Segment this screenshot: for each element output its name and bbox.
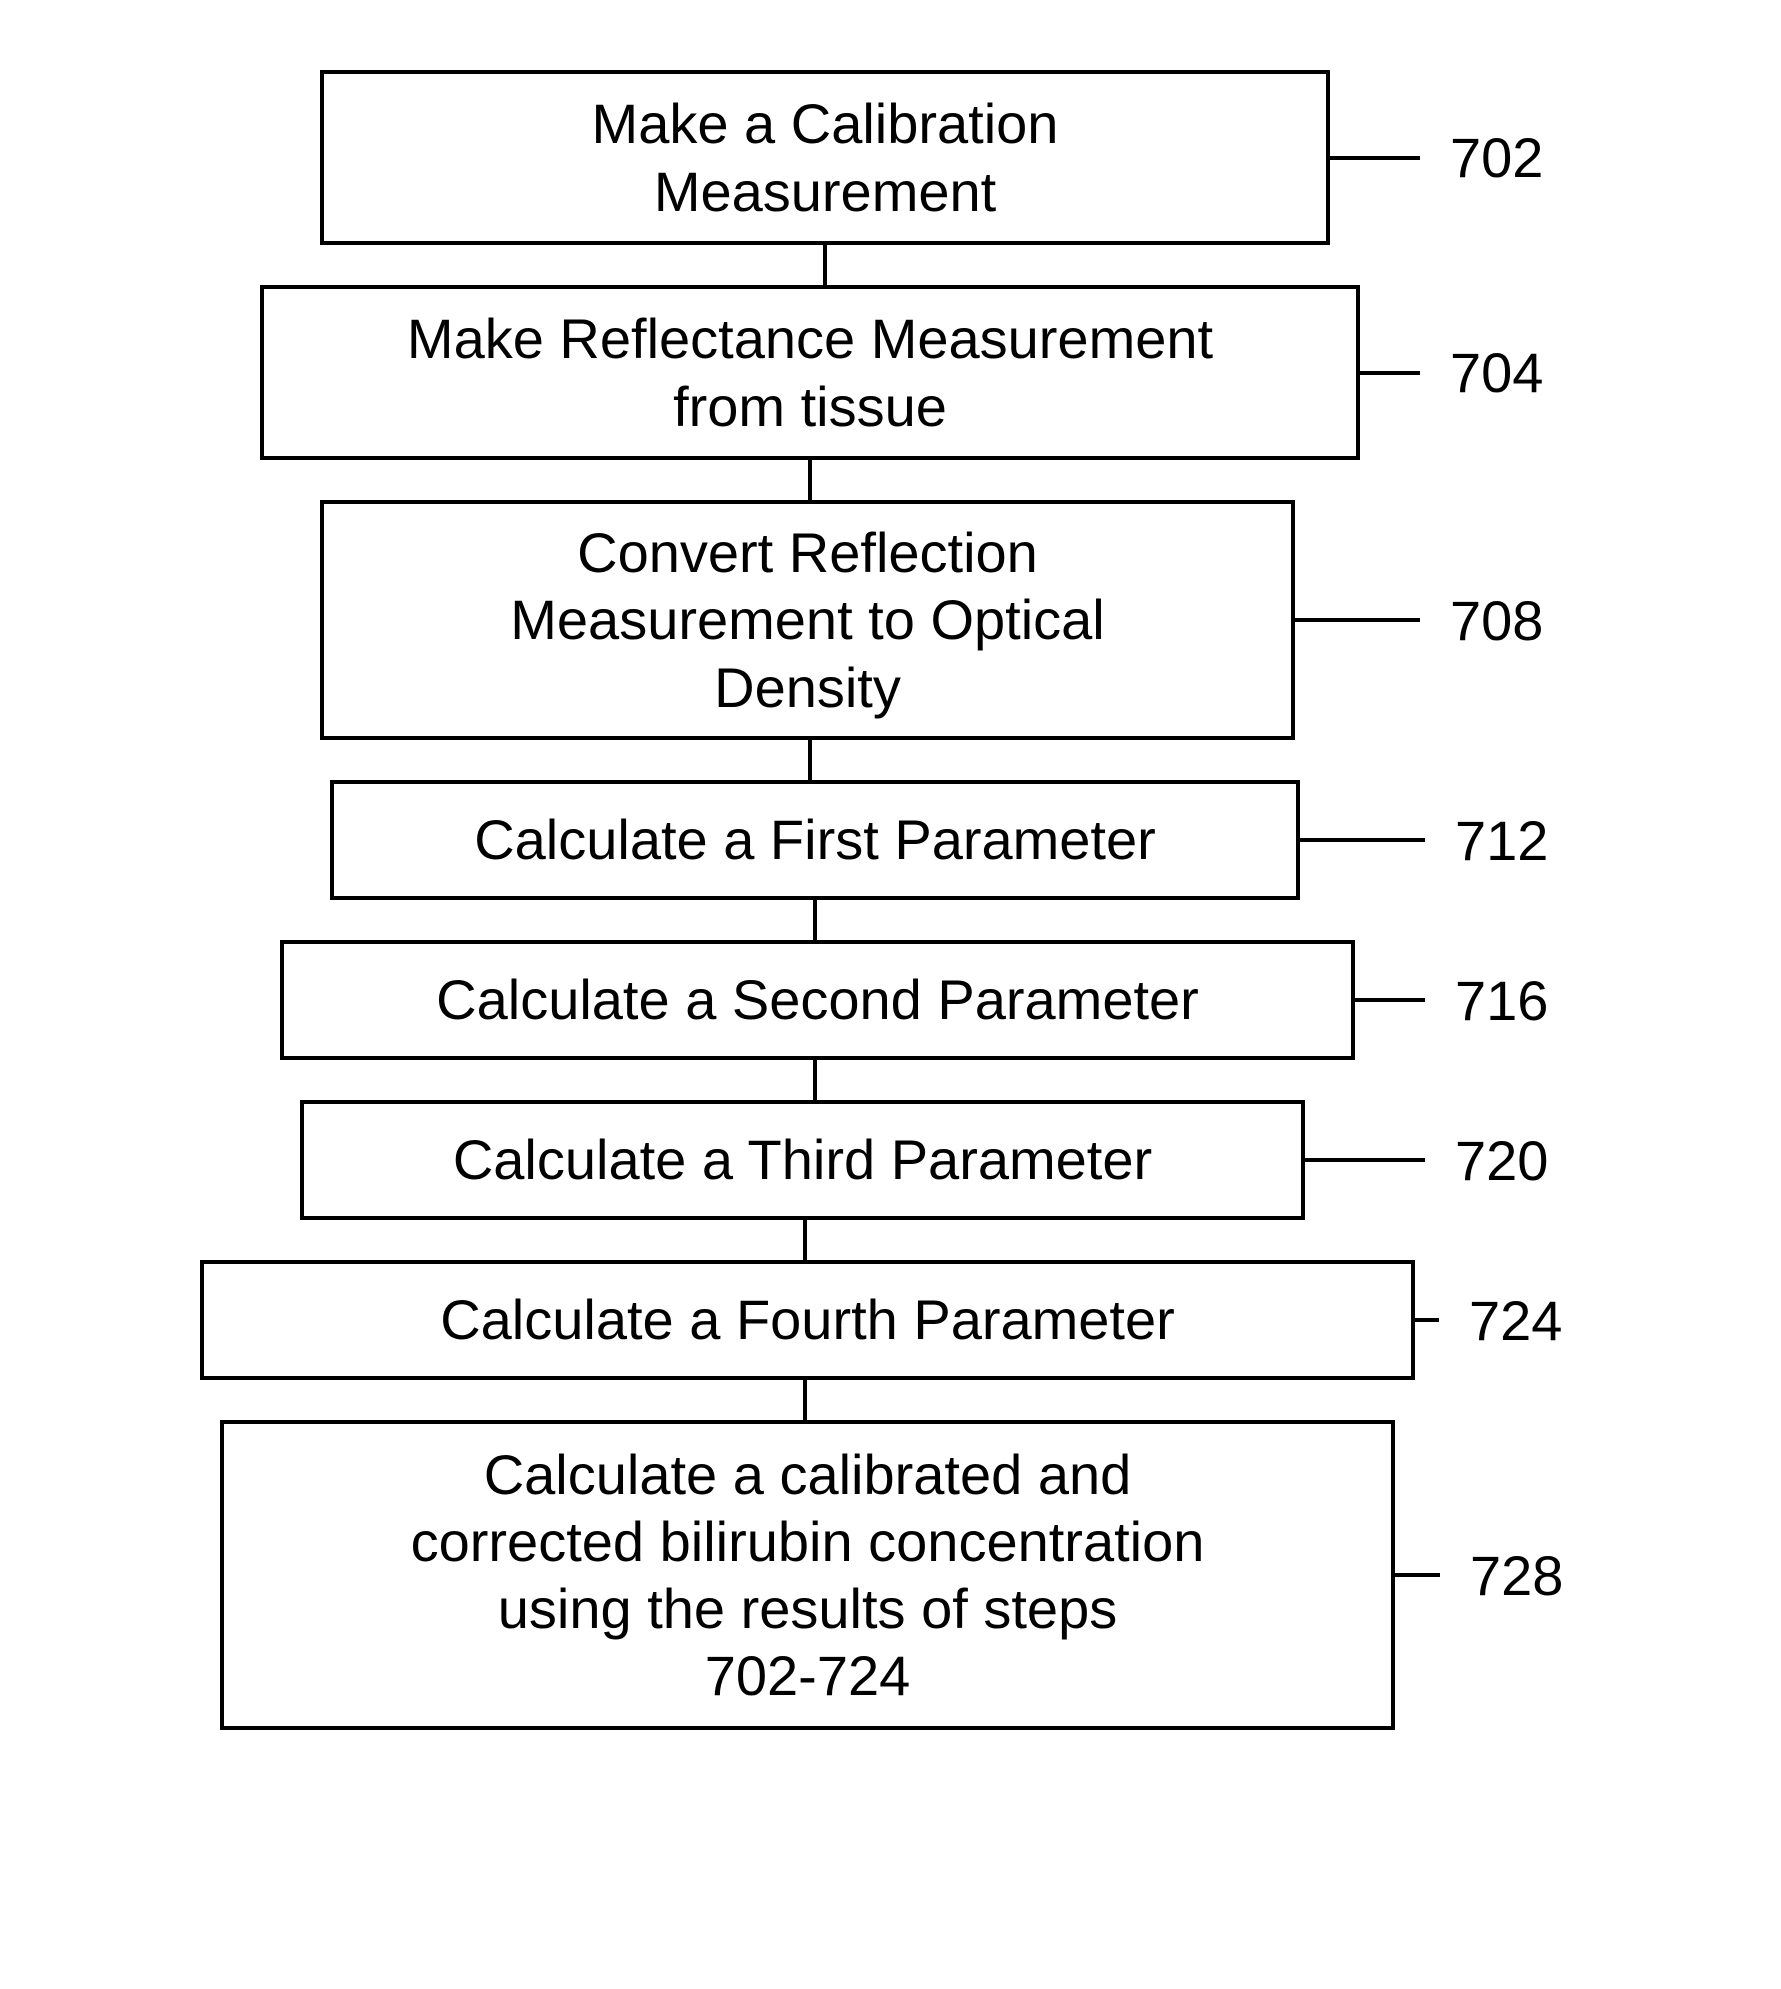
flow-node: Calculate a calibrated and corrected bil… [220, 1420, 1395, 1730]
flow-row: Calculate a Third Parameter 720 [0, 1100, 1781, 1220]
flow-tick [1305, 1158, 1425, 1162]
flow-node: Calculate a First Parameter [330, 780, 1300, 900]
flow-connector [823, 245, 827, 285]
flow-node-label: Calculate a Third Parameter [453, 1126, 1152, 1193]
flow-node: Calculate a Second Parameter [280, 940, 1355, 1060]
flowchart: Make a Calibration Measurement 702 Make Re… [0, 0, 1781, 1730]
flow-connector [808, 460, 812, 500]
flow-connector-row [0, 1220, 1781, 1260]
flow-tick [1355, 998, 1425, 1002]
flow-node-label: Make a Calibration Measurement [592, 90, 1059, 224]
flow-node: Calculate a Fourth Parameter [200, 1260, 1415, 1380]
flow-row: Calculate a calibrated and corrected bil… [0, 1420, 1781, 1730]
flow-node-label: Calculate a Fourth Parameter [440, 1286, 1175, 1353]
flow-tick [1415, 1318, 1439, 1322]
flow-tag: 720 [1425, 1128, 1548, 1193]
flow-tag: 716 [1425, 968, 1548, 1033]
flow-tag: 702 [1420, 125, 1543, 190]
flow-tag: 704 [1420, 340, 1543, 405]
flow-connector [813, 1060, 817, 1100]
flow-connector-row [0, 1060, 1781, 1100]
flow-node: Make a Calibration Measurement [320, 70, 1330, 245]
flow-connector-row [0, 245, 1781, 285]
flow-node-label: Calculate a calibrated and corrected bil… [411, 1441, 1205, 1710]
flow-tag: 708 [1420, 588, 1543, 653]
flow-tick [1360, 371, 1420, 375]
flow-connector [803, 1380, 807, 1420]
flow-tick [1295, 618, 1420, 622]
flow-connector [813, 900, 817, 940]
flow-node: Make Reflectance Measurement from tissue [260, 285, 1360, 460]
flow-node: Calculate a Third Parameter [300, 1100, 1305, 1220]
flow-tick [1395, 1573, 1440, 1577]
flow-row: Convert Reflection Measurement to Optica… [0, 500, 1781, 740]
flow-connector-row [0, 1380, 1781, 1420]
flow-node-label: Calculate a First Parameter [474, 806, 1156, 873]
flow-tick [1330, 156, 1420, 160]
flow-connector-row [0, 460, 1781, 500]
flow-row: Calculate a First Parameter 712 [0, 780, 1781, 900]
flow-tag: 728 [1440, 1543, 1563, 1608]
flow-node-label: Make Reflectance Measurement from tissue [407, 305, 1213, 439]
flow-tag: 712 [1425, 808, 1548, 873]
flow-connector-row [0, 900, 1781, 940]
flow-row: Make Reflectance Measurement from tissue… [0, 285, 1781, 460]
flow-row: Calculate a Fourth Parameter 724 [0, 1260, 1781, 1380]
flow-node-label: Calculate a Second Parameter [436, 966, 1199, 1033]
flow-tag: 724 [1439, 1288, 1562, 1353]
flow-node: Convert Reflection Measurement to Optica… [320, 500, 1295, 740]
flow-row: Make a Calibration Measurement 702 [0, 70, 1781, 245]
flow-connector-row [0, 740, 1781, 780]
flow-node-label: Convert Reflection Measurement to Optica… [510, 519, 1104, 721]
flow-row: Calculate a Second Parameter 716 [0, 940, 1781, 1060]
flow-connector [808, 740, 812, 780]
flow-connector [803, 1220, 807, 1260]
flow-tick [1300, 838, 1425, 842]
